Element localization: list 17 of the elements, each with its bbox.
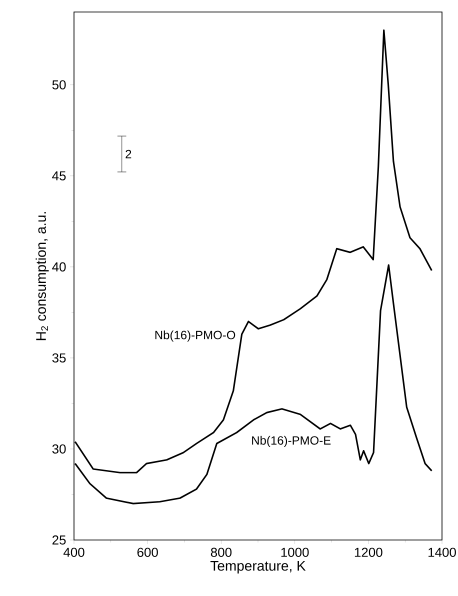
x-tick-label: 1400 bbox=[428, 548, 456, 557]
x-tick-label: 800 bbox=[210, 548, 232, 557]
series-label: Nb(16)-PMO-E bbox=[252, 436, 331, 448]
y-tick-label: 45 bbox=[52, 171, 66, 180]
x-tick-label: 1000 bbox=[281, 548, 309, 557]
x-tick-label: 1200 bbox=[354, 548, 382, 557]
y-tick-label: 40 bbox=[52, 262, 66, 272]
y-tick-label: 30 bbox=[52, 444, 66, 454]
annotation: 2 bbox=[126, 150, 132, 158]
x-tick-label: 600 bbox=[137, 548, 158, 557]
series-label: Nb(16)-PMO-O bbox=[155, 330, 236, 342]
y-tick-label: 25 bbox=[52, 535, 66, 545]
y-axis-title: H$_{2}$ consumption, a.u. bbox=[36, 212, 49, 340]
y-tick-label: 35 bbox=[52, 353, 66, 363]
x-tick-label: 400 bbox=[63, 548, 84, 557]
y-tick-label: 50 bbox=[52, 80, 66, 90]
x-axis-title: Temperature, K bbox=[210, 561, 306, 574]
